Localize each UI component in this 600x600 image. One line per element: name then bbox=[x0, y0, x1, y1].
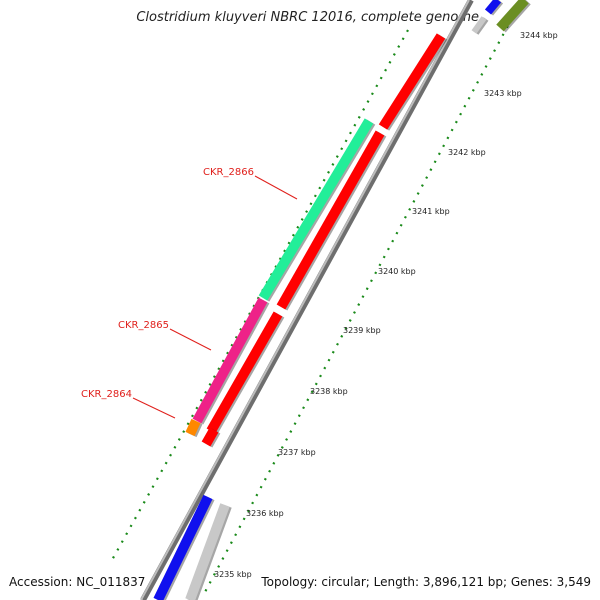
gene-red-4[interactable] bbox=[201, 427, 219, 447]
gene-label-ckr-2864[interactable]: CKR_2864 bbox=[81, 389, 132, 400]
gene-grey-1[interactable] bbox=[185, 503, 230, 600]
gene-red-1[interactable] bbox=[378, 33, 446, 130]
tick-label-3237: 3237 kbp bbox=[278, 448, 316, 457]
inner-ruler bbox=[204, 17, 513, 593]
gene-grey-top[interactable] bbox=[471, 16, 487, 34]
tick-label-3242: 3242 kbp bbox=[448, 148, 486, 157]
genome-backbone-highlight bbox=[140, 0, 470, 600]
outer-ruler bbox=[111, 29, 409, 561]
tick-label-3238: 3238 kbp bbox=[310, 387, 348, 396]
label-leader-ckr-2865 bbox=[169, 328, 212, 351]
tick-label-3241: 3241 kbp bbox=[412, 207, 450, 216]
genome-backbone bbox=[140, 0, 474, 600]
gene-olive-1[interactable] bbox=[496, 0, 529, 32]
gene-blue-small[interactable] bbox=[484, 0, 502, 15]
tick-label-3235: 3235 kbp bbox=[214, 570, 252, 579]
genome-summary-text: Topology: circular; Length: 3,896,121 bp… bbox=[261, 575, 591, 589]
accession-text: Accession: NC_011837 bbox=[9, 575, 146, 589]
label-leader-ckr-2866 bbox=[254, 175, 298, 200]
tick-label-3243: 3243 kbp bbox=[484, 89, 522, 98]
tick-label-3244: 3244 kbp bbox=[520, 31, 558, 40]
map-title: Clostridium kluyveri NBRC 12016, complet… bbox=[136, 10, 479, 25]
gene-pink-ckr-2865[interactable] bbox=[192, 297, 268, 424]
tick-label-3236: 3236 kbp bbox=[246, 509, 284, 518]
gene-orange-ckr-2864[interactable] bbox=[185, 418, 201, 437]
tick-label-3240: 3240 kbp bbox=[378, 267, 416, 276]
tick-label-3239: 3239 kbp bbox=[343, 326, 381, 335]
gene-label-ckr-2865[interactable]: CKR_2865 bbox=[118, 320, 169, 331]
gene-blue-1[interactable] bbox=[153, 494, 213, 600]
gene-red-2[interactable] bbox=[276, 130, 385, 310]
gene-green-ckr-2866[interactable] bbox=[258, 118, 374, 301]
label-leader-ckr-2864 bbox=[132, 397, 176, 419]
gene-label-ckr-2866[interactable]: CKR_2866 bbox=[203, 167, 254, 178]
gene-red-3[interactable] bbox=[206, 311, 283, 434]
